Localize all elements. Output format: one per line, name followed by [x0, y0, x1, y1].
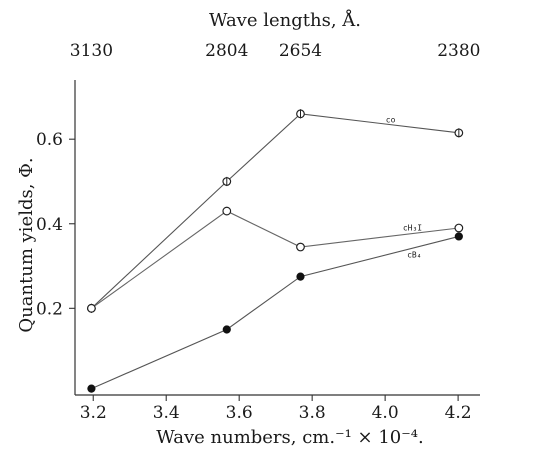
data-point [454, 232, 463, 241]
top-tick-label: 3130 [70, 41, 113, 61]
x-tick-label: 4.2 [445, 403, 472, 423]
data-point [87, 303, 96, 313]
top-tick-label: 2654 [279, 41, 322, 61]
x-tick-label: 4.0 [372, 403, 399, 423]
y-tick-label: 0.2 [36, 299, 63, 319]
x-axis-title: Wave numbers, cm.⁻¹ × 10⁻⁴. [156, 427, 423, 448]
y-axis-title: Quantum yields, Φ. [16, 157, 37, 332]
series-label: cB₄ [407, 251, 421, 260]
top-tick-label: 2380 [437, 41, 480, 61]
series-label: cH₃I [403, 224, 422, 233]
series-layer [87, 109, 464, 393]
data-point [222, 325, 231, 334]
top-tick-label: 2804 [205, 41, 248, 61]
bottom-ticks: 3.2 3.4 3.6 3.8 4.0 4.2 [80, 395, 472, 423]
top-ticks: 3130 2804 2654 2380 [70, 41, 481, 61]
axes [74, 80, 480, 396]
x-tick-label: 3.6 [226, 403, 253, 423]
x-tick-label: 3.2 [80, 403, 107, 423]
data-point [222, 206, 232, 216]
x-tick-label: 3.8 [299, 403, 326, 423]
top-axis-title: Wave lengths, Å. [209, 9, 361, 31]
data-point [296, 272, 305, 281]
series-line-1 [91, 210, 459, 309]
series-line-2 [91, 235, 459, 390]
data-point [454, 223, 464, 233]
y-tick-label: 0.4 [36, 215, 63, 235]
x-tick-label: 3.4 [153, 403, 180, 423]
series-line-0 [91, 113, 459, 309]
series-labels: co cH₃I cB₄ [386, 116, 423, 260]
left-ticks: 0.2 0.4 0.6 [36, 130, 75, 319]
data-point [87, 384, 96, 393]
y-tick-label: 0.6 [36, 130, 63, 150]
series-label: co [386, 116, 396, 125]
data-point [296, 242, 305, 252]
